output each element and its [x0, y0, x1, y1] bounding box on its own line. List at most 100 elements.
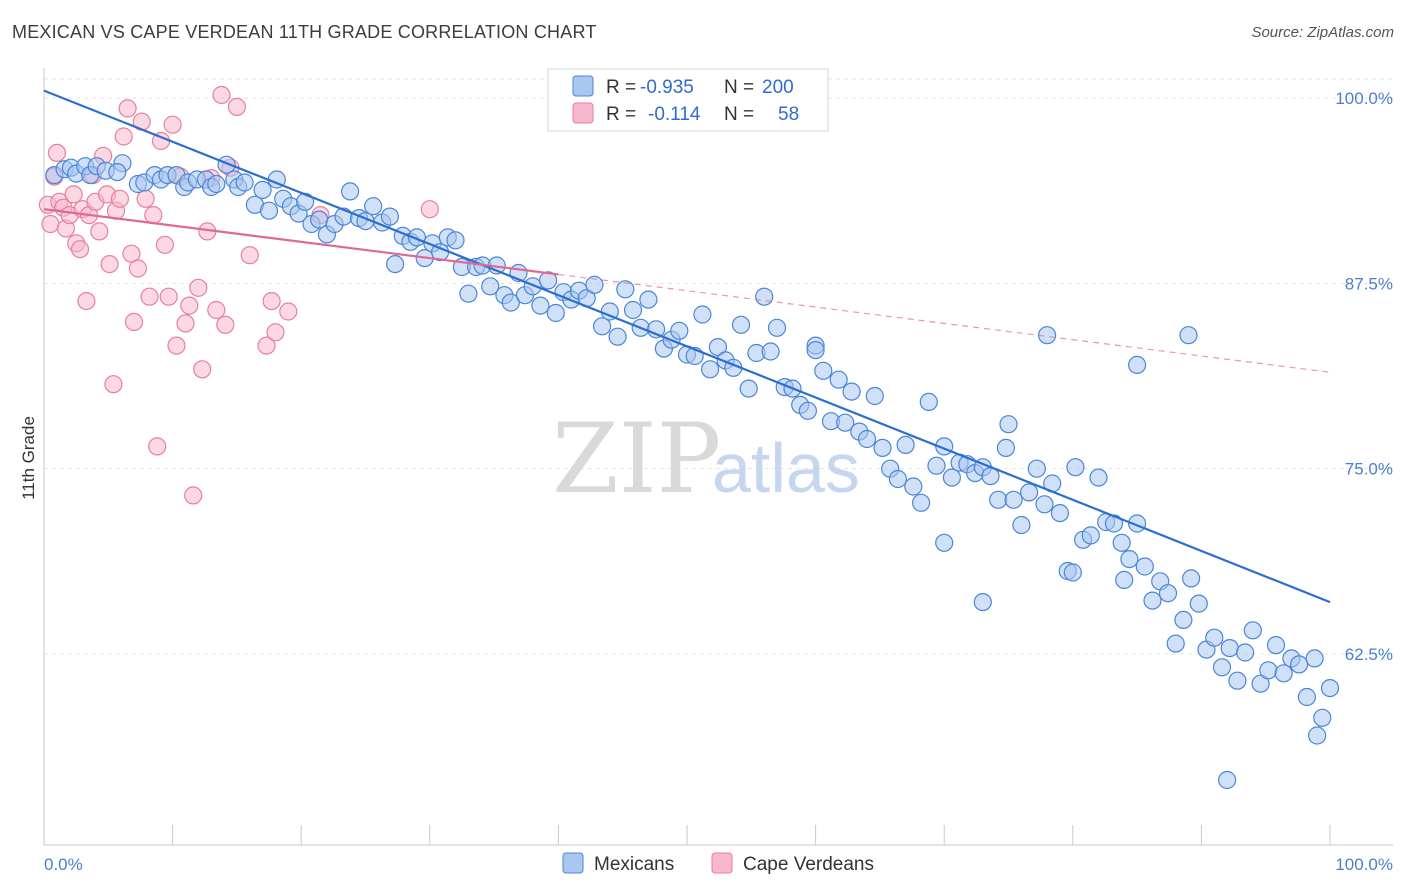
mexican-point — [608, 327, 627, 346]
legend-swatch-cape-verdeans — [572, 102, 594, 124]
mexican-point — [235, 173, 254, 192]
legend-r-label-1: R = — [606, 77, 636, 98]
mexican-point — [935, 533, 954, 552]
mexican-point — [1181, 569, 1201, 588]
mexican-point — [1217, 770, 1237, 790]
legend-n-label-1: N = — [724, 77, 754, 98]
x-tick-label-max: 100.0% — [1335, 855, 1393, 874]
mexican-point — [814, 361, 833, 380]
mexican-point — [481, 277, 500, 296]
mexican-point — [259, 201, 279, 220]
mexican-point — [1143, 591, 1162, 610]
mexicans-trend-line — [43, 89, 1331, 604]
legend-frame — [547, 68, 829, 132]
cape-verdean-point — [140, 287, 159, 306]
y-axis-title: 11th Grade — [19, 416, 38, 500]
bottom-legend-swatch-mexicans — [562, 852, 584, 874]
mexican-point — [919, 392, 938, 411]
mexican-point — [364, 197, 383, 216]
mexican-point — [942, 468, 962, 487]
cape-verdean-point — [114, 127, 133, 146]
mexican-point — [531, 296, 550, 315]
mexican-point — [646, 320, 666, 339]
cape-verdean-point — [118, 99, 137, 118]
mexican-point — [693, 305, 712, 324]
mexican-point — [829, 370, 848, 389]
mexican-point — [873, 438, 892, 457]
mexican-point — [1179, 326, 1198, 345]
cape-verdean-point — [110, 189, 130, 208]
cape-verdean-point — [104, 375, 123, 394]
mexican-point — [1012, 515, 1031, 535]
cape-verdean-point — [262, 292, 281, 311]
cape-verdean-point — [77, 292, 96, 311]
mexican-point — [1019, 483, 1039, 502]
mexican-point — [1089, 468, 1108, 487]
cape-verdean-point — [207, 300, 226, 320]
mexican-point — [1251, 674, 1270, 693]
mexican-point — [1189, 594, 1208, 613]
mexican-point — [904, 477, 923, 496]
mexican-point — [1104, 514, 1124, 533]
mexican-point — [865, 386, 884, 406]
mexican-point — [670, 321, 689, 340]
watermark: ZIP atlas — [552, 403, 860, 515]
chart-title: MEXICAN VS CAPE VERDEAN 11TH GRADE CORRE… — [12, 22, 597, 42]
mexican-point — [459, 284, 478, 303]
mexican-point — [996, 438, 1016, 457]
mexican-point — [1274, 664, 1293, 683]
mexican-point — [731, 315, 751, 334]
mexican-point — [1289, 655, 1309, 674]
mexican-point — [798, 401, 818, 420]
mexican-point — [999, 415, 1018, 434]
mexican-point — [1313, 708, 1332, 727]
cape-verdean-point — [155, 235, 174, 254]
y-tick-label: 75.0% — [1345, 460, 1393, 479]
mexican-point — [585, 275, 604, 294]
mexican-point — [1266, 635, 1286, 655]
mexican-point — [639, 290, 658, 309]
mexican-point — [1112, 533, 1131, 552]
mexican-point — [1027, 459, 1046, 478]
mexican-point — [1297, 687, 1317, 707]
mexican-point — [755, 287, 774, 306]
y-tick-label: 87.5% — [1345, 274, 1393, 293]
mexican-point — [1235, 643, 1255, 662]
cape-verdean-point — [189, 278, 208, 297]
legend-n-value-2: 58 — [778, 104, 799, 125]
bottom-legend-mexicans: Mexicans — [594, 854, 674, 875]
cape-verdeans-trend-line — [43, 208, 559, 276]
mexican-point — [253, 180, 272, 199]
mexican-point — [1115, 570, 1134, 590]
cape-verdean-point — [100, 255, 119, 274]
mexican-point — [806, 341, 825, 360]
legend-box: R = -0.935 N = 200 R = -0.114 N = 58 — [547, 68, 829, 132]
mexican-point — [927, 456, 946, 475]
cape-verdean-point — [184, 486, 203, 505]
mexican-point — [501, 293, 520, 312]
mexican-point — [538, 271, 558, 290]
y-tick-label: 100.0% — [1335, 89, 1393, 108]
mexican-point — [1035, 495, 1054, 514]
cape-verdean-point — [216, 315, 235, 334]
mexican-point — [896, 435, 915, 454]
mexican-point — [973, 592, 992, 612]
trend-lines — [43, 89, 1331, 604]
mexican-point — [888, 469, 908, 489]
cape-verdean-point — [212, 85, 231, 105]
cape-verdean-point — [240, 246, 259, 265]
bottom-legend: Mexicans Cape Verdeans — [562, 852, 874, 875]
watermark-atlas: atlas — [712, 429, 860, 507]
cape-verdean-point — [47, 143, 67, 162]
mexican-point — [1166, 634, 1185, 653]
mexican-point — [700, 360, 720, 379]
cape-verdeans-trend-line-extension — [558, 273, 1331, 373]
mexican-point — [446, 231, 465, 250]
mexican-point — [592, 317, 612, 336]
watermark-zip: ZIP — [552, 403, 721, 515]
cape-verdean-point — [266, 323, 285, 342]
mexican-point — [207, 174, 226, 194]
mexican-point — [1127, 355, 1147, 374]
mexican-point — [380, 207, 399, 226]
